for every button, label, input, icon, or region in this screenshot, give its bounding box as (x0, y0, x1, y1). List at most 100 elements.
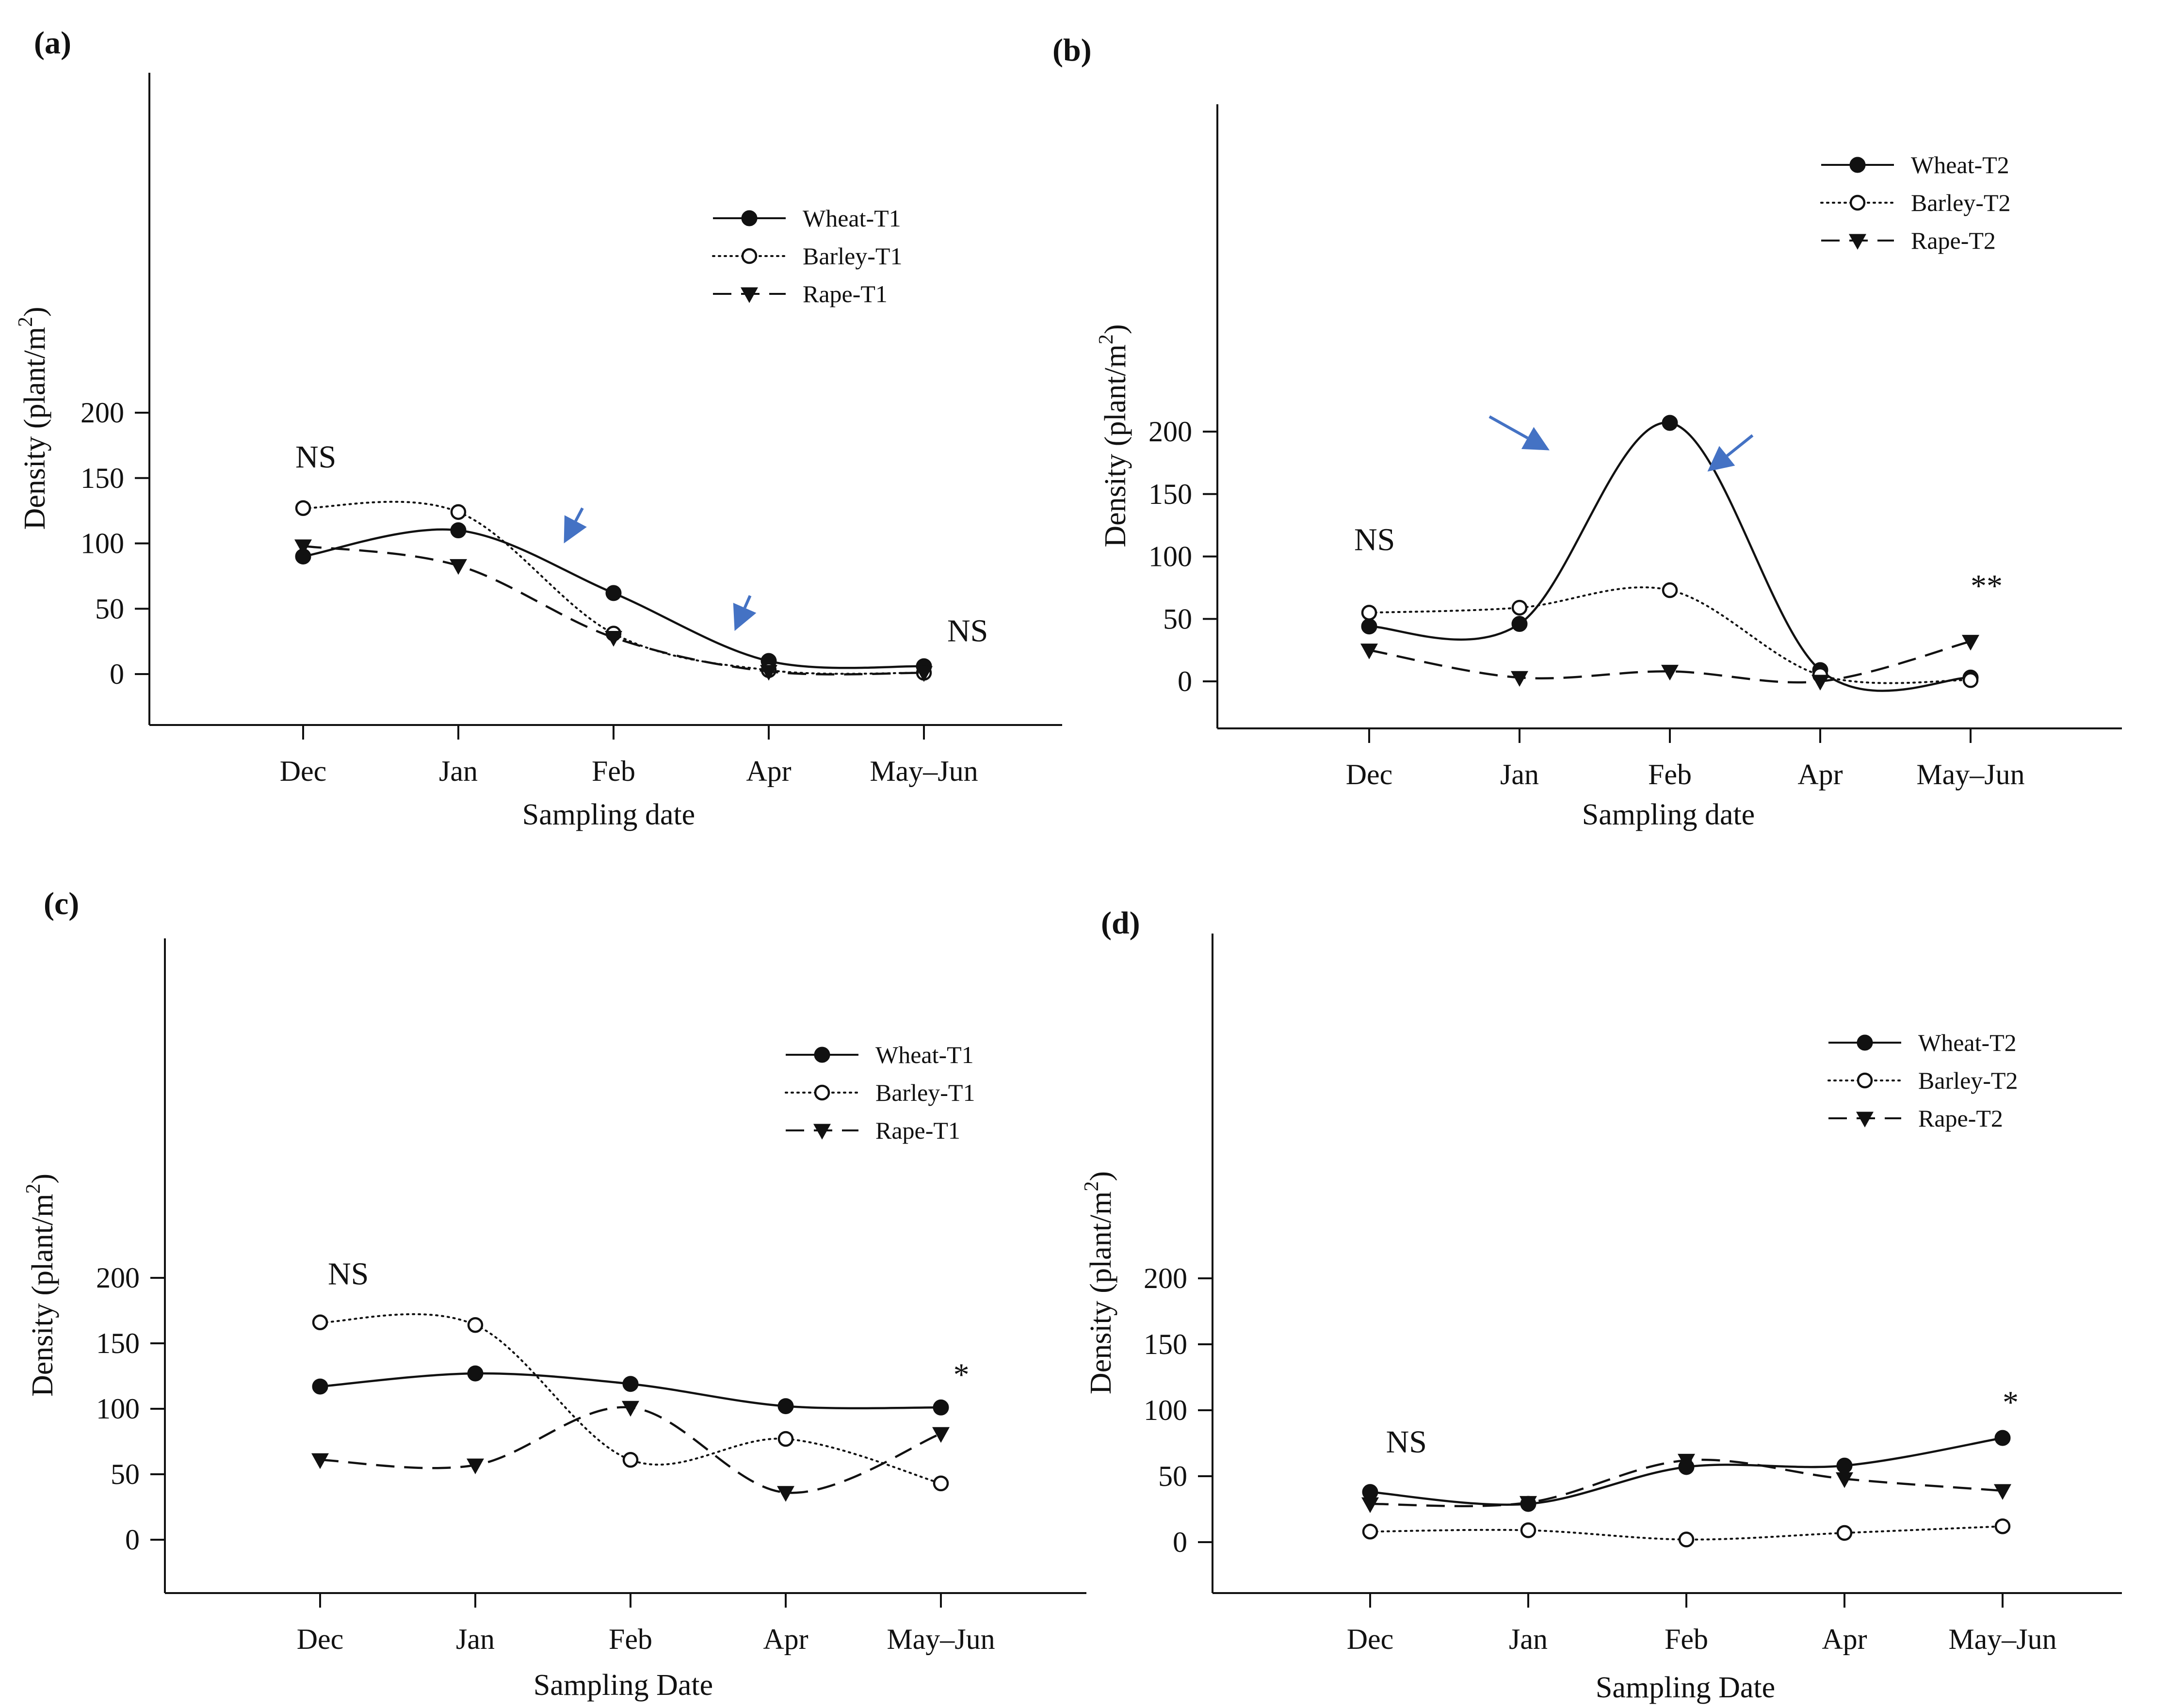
panel-d-label: (d) (1101, 905, 1140, 941)
panel-d-annotation-ns-0: NS (1386, 1424, 1427, 1460)
panel-c-series-wheat-t1-point-feb (622, 1376, 639, 1392)
panel-c-series-barley-t1-point-may-jun (933, 1475, 949, 1492)
panel-c-legend-label-wheat-t1: Wheat-T1 (875, 1041, 974, 1068)
panel-a-series-wheat-t1-point-feb (605, 585, 622, 601)
panel-d-y-axis-title-main: Density (plant/m (1084, 1192, 1117, 1394)
panel-c-xtick-label-dec: Dec (297, 1623, 344, 1655)
panel-b-legend-label-barley-t2: Barley-T2 (1911, 189, 2010, 216)
panel-b-ytick-label-100: 100 (1148, 541, 1192, 573)
panel-b-annotation--1: ** (1971, 568, 2003, 604)
panel-b-legend-marker-barley-t2 (1849, 194, 1866, 211)
panel-c-series-wheat-t1-point-apr (777, 1398, 794, 1415)
panel-a: (a) 0 50 100 150 200 Dec Jan Feb Apr May–Jun Sampli… (15, 25, 1062, 831)
panel-b-series-rape-t2-point-may-jun (1962, 635, 1979, 651)
panel-a-legend-label-rape-t1: Rape-T1 (803, 280, 888, 307)
panel-d-ytick-label-100: 100 (1144, 1394, 1187, 1426)
panel-d-series-barley-t2-point-feb (1678, 1531, 1695, 1547)
panel-a-series-rape-t1-point-may-jun (915, 666, 933, 682)
panel-a-xtick-label-dec: Dec (280, 755, 327, 787)
panel-b-series-wheat-t2-point-jan (1511, 616, 1528, 632)
panel-d-series-wheat-t2-point-may-jun (1994, 1430, 2011, 1446)
panel-a-series-rape-t1-line (303, 545, 924, 676)
panel-a-label: (a) (34, 25, 71, 61)
panel-d-xtick-label-feb: Feb (1665, 1623, 1708, 1655)
panel-a-series-wheat-t1-point-jan (450, 522, 467, 539)
panel-a-legend-label-wheat-t1: Wheat-T1 (803, 205, 901, 232)
panel-b-legend-marker-wheat-t2 (1849, 157, 1866, 173)
panel-a-xtick-label-apr: Apr (746, 755, 791, 787)
panel-d-series-rape-t2-point-may-jun (1994, 1484, 2011, 1500)
panel-d-xtick-label-apr: Apr (1822, 1623, 1867, 1655)
panel-b-series-wheat-t2 (1361, 415, 1979, 692)
panel-d-legend-marker-barley-t2 (1857, 1072, 1873, 1089)
panel-d-y-axis-title: Density (plant/m2) (1081, 1171, 1117, 1394)
panel-d-legend-marker-rape-t2 (1856, 1112, 1874, 1128)
panel-a-legend: Wheat-T1 Barley-T1 Rape-T1 (712, 205, 902, 307)
panel-a-series-rape-t1-point-feb (605, 631, 622, 647)
panel-a-arrow-2-shaft (743, 595, 752, 609)
panel-b-series-barley-t2-point-may-jun (1962, 672, 1979, 688)
panel-c-series-barley-t1-point-jan (467, 1317, 484, 1333)
panel-b-xtick-label-feb: Feb (1648, 758, 1692, 790)
panel-a-annotation-ns-1: NS (947, 613, 988, 649)
panel-a-xtick-label-jan: Jan (439, 755, 478, 787)
panel-b-arrow-2-head (1707, 446, 1735, 472)
panel-d-series-barley-t2-point-apr (1836, 1525, 1853, 1541)
panel-c-series-wheat-t1-point-jan (467, 1365, 484, 1382)
panel-d-ytick-label-0: 0 (1173, 1526, 1187, 1558)
panel-c-series-rape-t1-point-dec (311, 1453, 329, 1469)
panel-d-annotation--1: * (2003, 1385, 2019, 1420)
panel-c-legend-marker-barley-t1 (814, 1084, 830, 1101)
panel-b-xtick-label-may-jun: May–Jun (1916, 758, 2024, 790)
panel-a-legend-marker-wheat-t1 (741, 210, 758, 226)
panel-b-legend-label-wheat-t2: Wheat-T2 (1911, 151, 2009, 178)
panel-c-annotation--1: * (954, 1357, 970, 1392)
panel-a-legend-marker-rape-t1 (741, 287, 758, 303)
panel-a-y-axis-title-sup: 2 (15, 317, 37, 327)
panel-b-arrow-2 (1707, 434, 1754, 472)
panel-c-legend-marker-wheat-t1 (814, 1047, 830, 1063)
panel-b-ytick-label-0: 0 (1178, 665, 1192, 697)
panel-c-ytick-label-200: 200 (96, 1262, 140, 1294)
panel-a-legend-label-barley-t1: Barley-T1 (803, 242, 902, 270)
panel-a-series-rape-t1 (294, 539, 933, 682)
panel-c-annotation-ns-0: NS (328, 1257, 369, 1292)
panel-a-arrow-2 (733, 595, 757, 631)
panel-b-y-axis-title-sup: 2 (1095, 334, 1117, 344)
panel-d-ytick-label-150: 150 (1144, 1328, 1187, 1360)
panel-a-ytick-label-50: 50 (95, 593, 124, 625)
panel-c-ytick-label-150: 150 (96, 1327, 140, 1359)
panel-b-y-axis-title-end: ) (1099, 324, 1132, 334)
panel-c-xtick-label-may-jun: May–Jun (887, 1623, 995, 1655)
panel-c-series-rape-t1-point-apr (777, 1486, 794, 1502)
panel-a-legend-marker-barley-t1 (741, 248, 758, 264)
panel-b-legend-label-rape-t2: Rape-T2 (1911, 227, 1996, 254)
panel-c-x-axis-title: Sampling Date (534, 1669, 713, 1702)
panel-c-label: (c) (44, 886, 79, 921)
panel-a-series-barley-t1-point-jan (450, 504, 467, 520)
panel-a-series-wheat-t1 (295, 522, 932, 675)
panel-d-xtick-label-may-jun: May–Jun (1948, 1623, 2056, 1655)
panel-b-arrow-2-shaft (1726, 434, 1754, 457)
panel-b-series-barley-t2-point-dec (1361, 605, 1377, 621)
panel-d-series-barley-t2-point-jan (1520, 1522, 1536, 1538)
panel-a-series-rape-t1-point-apr (760, 665, 777, 681)
panel-b-label: (b) (1052, 32, 1092, 68)
panel-c-legend-marker-rape-t1 (813, 1124, 831, 1140)
panel-d-legend: Wheat-T2 Barley-T2 Rape-T2 (1827, 1029, 2018, 1132)
panel-b: (b) 0 50 100 150 200 Dec Jan Feb Apr May–Jun Sampli… (1052, 32, 2122, 831)
panel-a-y-axis-title-main: Density (plant/m (18, 327, 51, 530)
panel-b-y-axis-title: Density (plant/m2) (1095, 324, 1132, 547)
panel-d-xtick-label-jan: Jan (1509, 1623, 1548, 1655)
panel-b-series-wheat-t2-line (1369, 421, 1971, 692)
panel-b-x-axis-title: Sampling date (1582, 798, 1755, 831)
panel-c-ytick-label-50: 50 (111, 1458, 140, 1490)
panel-d-series-rape-t2-point-jan (1520, 1496, 1537, 1512)
panel-d-legend-label-wheat-t2: Wheat-T2 (1918, 1029, 2017, 1056)
panel-a-arrow-1-shaft (574, 507, 584, 522)
panel-c-legend-label-rape-t1: Rape-T1 (875, 1117, 960, 1144)
panel-b-y-axis-title-main: Density (plant/m (1099, 344, 1132, 547)
panel-c-series-rape-t1-point-jan (467, 1458, 484, 1474)
panel-d-legend-label-barley-t2: Barley-T2 (1918, 1067, 2018, 1094)
